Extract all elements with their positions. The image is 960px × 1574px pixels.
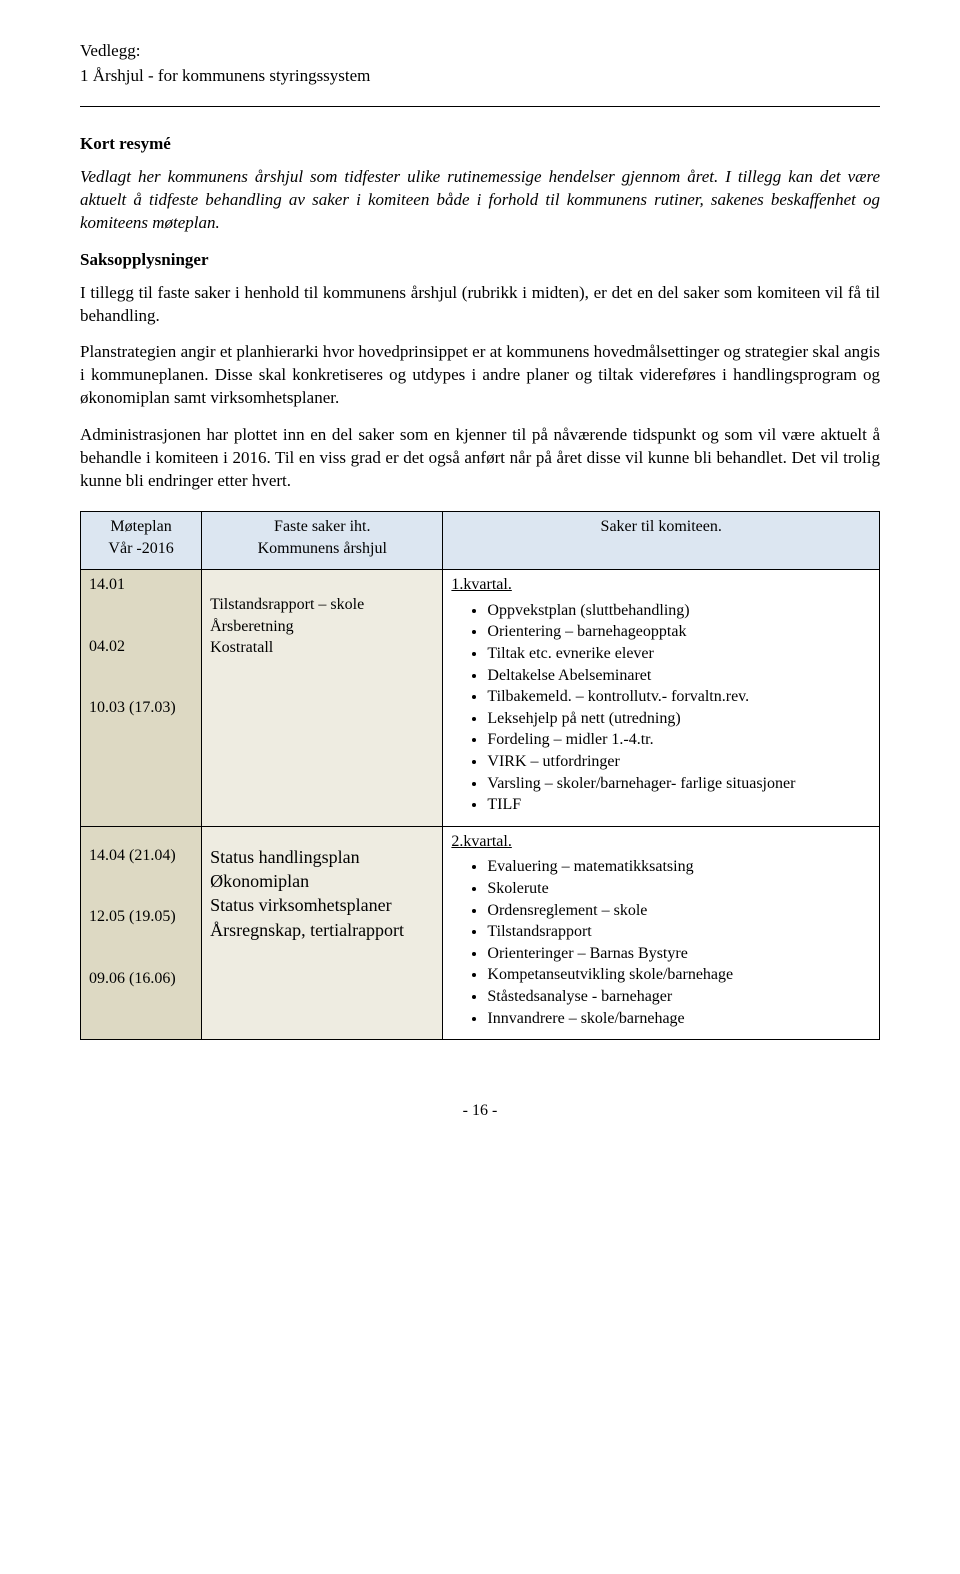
summary-body: Vedlagt her kommunens årshjul som tidfes… bbox=[80, 166, 880, 235]
saker-list-q2: Evaluering – matematikksatsing Skolerute… bbox=[469, 856, 871, 1029]
summary-title: Kort resymé bbox=[80, 133, 880, 156]
info-p1: I tillegg til faste saker i henhold til … bbox=[80, 282, 880, 328]
list-item: TILF bbox=[487, 794, 871, 816]
list-item: Varsling – skoler/barnehager- farlige si… bbox=[487, 773, 871, 795]
list-item: Ordensreglement – skole bbox=[487, 900, 871, 922]
dates-cell-q2: 14.04 (21.04) 12.05 (19.05) 09.06 (16.06… bbox=[81, 826, 202, 1039]
date-entry: 10.03 (17.03) bbox=[89, 697, 193, 719]
list-item: Tilbakemeld. – kontrollutv.- forvaltn.re… bbox=[487, 686, 871, 708]
saker-list-q1: Oppvekstplan (sluttbehandling) Orienteri… bbox=[469, 600, 871, 816]
list-item: Deltakelse Abelseminaret bbox=[487, 665, 871, 687]
list-item: Kompetanseutvikling skole/barnehage bbox=[487, 964, 871, 986]
list-item: VIRK – utfordringer bbox=[487, 751, 871, 773]
list-item: Tiltak etc. evnerike elever bbox=[487, 643, 871, 665]
fixed-item: Tilstandsrapport – skole bbox=[210, 594, 434, 616]
date-entry: 12.05 (19.05) bbox=[89, 906, 193, 928]
date-entry: 14.01 bbox=[89, 574, 193, 596]
fixed-item: Økonomiplan bbox=[210, 869, 434, 893]
header-col1-line2: Vår -2016 bbox=[89, 538, 193, 560]
fixed-item: Årsberetning bbox=[210, 616, 434, 638]
header-saker: Saker til komiteen. bbox=[443, 512, 880, 570]
fixed-item: Status handlingsplan bbox=[210, 845, 434, 869]
list-item: Orienteringer – Barnas Bystyre bbox=[487, 943, 871, 965]
dates-cell-q1: 14.01 04.02 10.03 (17.03) bbox=[81, 570, 202, 827]
separator-line bbox=[80, 106, 880, 107]
document-page: Vedlegg: 1 Årshjul - for kommunens styri… bbox=[40, 0, 920, 1182]
info-title: Saksopplysninger bbox=[80, 249, 880, 272]
list-item: Innvandrere – skole/barnehage bbox=[487, 1008, 871, 1030]
info-p2: Planstrategien angir et planhierarki hvo… bbox=[80, 341, 880, 410]
table-row: 14.01 04.02 10.03 (17.03) Tilstandsrappo… bbox=[81, 570, 880, 827]
header-moteplan: Møteplan Vår -2016 bbox=[81, 512, 202, 570]
fixed-item: Kostratall bbox=[210, 637, 434, 659]
attachments-label: Vedlegg: bbox=[80, 40, 880, 63]
header-col1-line1: Møteplan bbox=[89, 516, 193, 538]
table-row: 14.04 (21.04) 12.05 (19.05) 09.06 (16.06… bbox=[81, 826, 880, 1039]
info-p3: Administrasjonen har plottet inn en del … bbox=[80, 424, 880, 493]
fixed-item: Status virksomhetsplaner bbox=[210, 893, 434, 917]
list-item: Skolerute bbox=[487, 878, 871, 900]
list-item: Leksehjelp på nett (utredning) bbox=[487, 708, 871, 730]
list-item: Oppvekstplan (sluttbehandling) bbox=[487, 600, 871, 622]
fixed-cell-q2: Status handlingsplan Økonomiplan Status … bbox=[202, 826, 443, 1039]
date-entry: 04.02 bbox=[89, 636, 193, 658]
list-item: Orientering – barnehageopptak bbox=[487, 621, 871, 643]
header-faste-saker: Faste saker iht. Kommunens årshjul bbox=[202, 512, 443, 570]
date-entry: 14.04 (21.04) bbox=[89, 845, 193, 867]
header-col2-line2: Kommunens årshjul bbox=[210, 538, 434, 560]
list-item: Ståstedsanalyse - barnehager bbox=[487, 986, 871, 1008]
quarter-label: 1.kvartal. bbox=[451, 574, 871, 596]
attachments-item: 1 Årshjul - for kommunens styringssystem bbox=[80, 65, 880, 88]
schedule-table: Møteplan Vår -2016 Faste saker iht. Komm… bbox=[80, 511, 880, 1040]
saker-cell-q2: 2.kvartal. Evaluering – matematikksatsin… bbox=[443, 826, 880, 1039]
saker-cell-q1: 1.kvartal. Oppvekstplan (sluttbehandling… bbox=[443, 570, 880, 827]
page-number: - 16 - bbox=[80, 1100, 880, 1122]
list-item: Fordeling – midler 1.-4.tr. bbox=[487, 729, 871, 751]
fixed-cell-q1: Tilstandsrapport – skole Årsberetning Ko… bbox=[202, 570, 443, 827]
list-item: Evaluering – matematikksatsing bbox=[487, 856, 871, 878]
quarter-label: 2.kvartal. bbox=[451, 831, 871, 853]
list-item: Tilstandsrapport bbox=[487, 921, 871, 943]
header-col2-line1: Faste saker iht. bbox=[210, 516, 434, 538]
table-header-row: Møteplan Vår -2016 Faste saker iht. Komm… bbox=[81, 512, 880, 570]
date-entry: 09.06 (16.06) bbox=[89, 968, 193, 990]
fixed-item: Årsregnskap, tertialrapport bbox=[210, 918, 434, 942]
